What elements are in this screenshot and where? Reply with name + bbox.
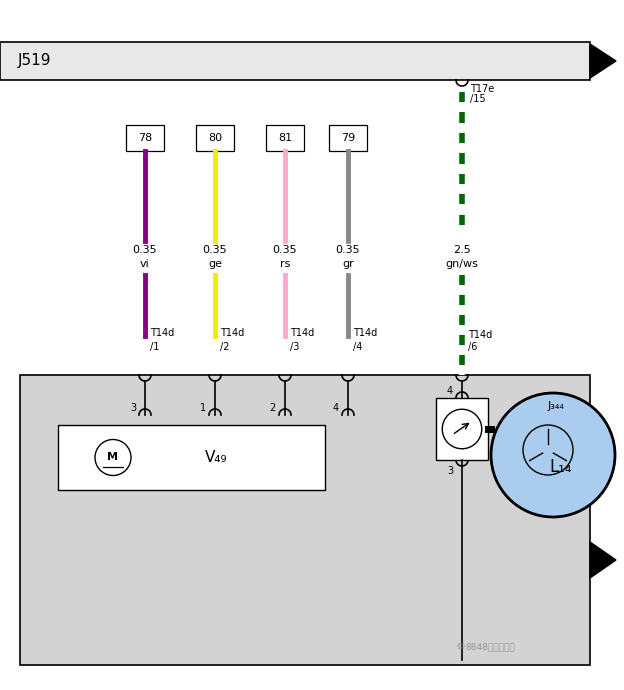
- Text: 2.5: 2.5: [453, 245, 471, 255]
- Text: J₃₄₄: J₃₄₄: [548, 401, 565, 411]
- Text: 3: 3: [447, 466, 453, 476]
- Text: T14d: T14d: [220, 328, 244, 338]
- Polygon shape: [590, 542, 616, 578]
- Bar: [58, 425, 325, 490]
- Text: T14d: T14d: [468, 330, 492, 340]
- Text: T17e: T17e: [470, 84, 494, 94]
- Text: 1: 1: [200, 403, 206, 413]
- Text: vi: vi: [140, 259, 150, 269]
- Bar: [0, 42, 590, 80]
- Text: 78: 78: [138, 133, 152, 143]
- Text: 0.35: 0.35: [133, 245, 157, 255]
- Text: M: M: [107, 451, 119, 462]
- Text: 0.35: 0.35: [203, 245, 227, 255]
- Polygon shape: [590, 44, 616, 78]
- Text: 0.35: 0.35: [273, 245, 297, 255]
- Text: 4: 4: [333, 403, 339, 413]
- Text: 2: 2: [270, 403, 276, 413]
- Text: /1: /1: [150, 342, 159, 352]
- Text: /4: /4: [353, 342, 363, 352]
- Text: 8848決技术论坛: 8848決技术论坛: [465, 642, 515, 651]
- Text: T14d: T14d: [353, 328, 378, 338]
- Text: /2: /2: [220, 342, 230, 352]
- Text: V₄₉: V₄₉: [205, 450, 228, 465]
- Bar: [20, 375, 590, 665]
- Text: 4: 4: [447, 386, 453, 396]
- Text: 3: 3: [130, 403, 136, 413]
- Text: 80: 80: [208, 133, 222, 143]
- Text: 0.35: 0.35: [336, 245, 360, 255]
- Text: rs: rs: [280, 259, 290, 269]
- Text: L₁₄: L₁₄: [550, 458, 572, 476]
- Circle shape: [491, 393, 615, 517]
- Text: /3: /3: [290, 342, 300, 352]
- Text: /6: /6: [468, 342, 477, 352]
- Text: 81: 81: [278, 133, 292, 143]
- Text: J519: J519: [18, 54, 52, 68]
- Text: 79: 79: [341, 133, 355, 143]
- Bar: [126, 125, 164, 151]
- Text: T14d: T14d: [290, 328, 314, 338]
- Text: ge: ge: [208, 259, 222, 269]
- Bar: [329, 125, 367, 151]
- Bar: [266, 125, 304, 151]
- Text: /15: /15: [470, 94, 485, 104]
- Text: gn/ws: gn/ws: [446, 259, 479, 269]
- Bar: [196, 125, 234, 151]
- Text: ☸: ☸: [455, 642, 465, 652]
- Bar: [436, 398, 488, 460]
- Text: gr: gr: [342, 259, 354, 269]
- Text: T14d: T14d: [150, 328, 174, 338]
- Circle shape: [95, 440, 131, 475]
